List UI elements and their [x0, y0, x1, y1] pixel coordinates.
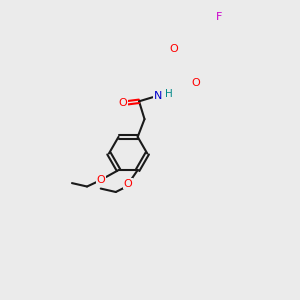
Text: F: F [216, 12, 222, 22]
Text: O: O [169, 44, 178, 54]
Text: O: O [191, 78, 200, 88]
Text: O: O [124, 179, 133, 189]
Text: O: O [96, 175, 105, 185]
Text: O: O [118, 98, 127, 108]
Text: H: H [165, 89, 173, 100]
Text: N: N [154, 91, 162, 101]
